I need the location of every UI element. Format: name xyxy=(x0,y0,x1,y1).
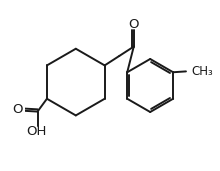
Text: O: O xyxy=(128,18,139,31)
Text: OH: OH xyxy=(26,125,47,138)
Text: O: O xyxy=(13,103,23,116)
Text: CH₃: CH₃ xyxy=(191,65,213,78)
